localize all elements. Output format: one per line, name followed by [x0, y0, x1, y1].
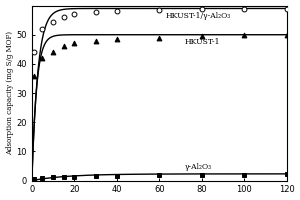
- Text: HKUST-1/γ-Al₂O₃: HKUST-1/γ-Al₂O₃: [166, 12, 231, 20]
- Text: HKUST-1: HKUST-1: [185, 38, 220, 46]
- Y-axis label: Adsorption capacity (mg S/g MOF): Adsorption capacity (mg S/g MOF): [6, 31, 14, 155]
- Text: γ-Al₂O₃: γ-Al₂O₃: [185, 163, 212, 171]
